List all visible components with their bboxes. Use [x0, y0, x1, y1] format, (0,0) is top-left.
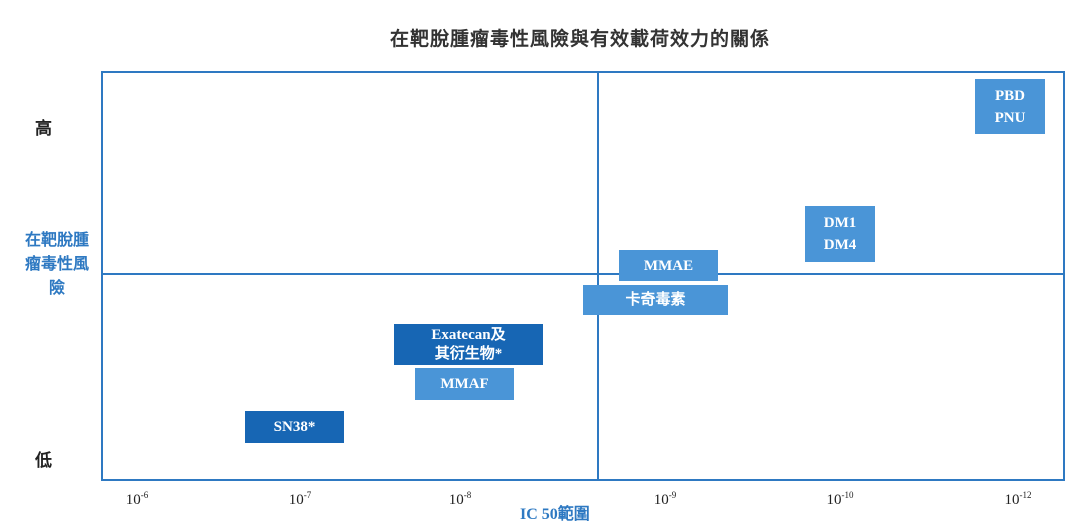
payload-box-pbd-pnu: PBD PNU — [975, 79, 1045, 134]
payload-box-exatecan: Exatecan及 其衍生物* — [394, 324, 543, 365]
y-tick-high: 高 — [35, 119, 52, 139]
payload-label-sn38: SN38* — [273, 419, 316, 435]
x-tick-1e-8: 10-8 — [448, 490, 472, 508]
payload-box-dm1-dm4: DM1 DM4 — [805, 206, 875, 262]
payload-box-calicheamicin: 卡奇毒素 — [583, 285, 728, 315]
payload-box-sn38: SN38* — [245, 411, 344, 443]
x-axis-title: IC 50範圍 — [520, 506, 590, 523]
payload-label-pnu: PNU — [994, 109, 1026, 126]
payload-label-dm4: DM4 — [823, 237, 857, 253]
y-tick-low: 低 — [35, 451, 52, 471]
x-tick-1e-6: 10-6 — [125, 490, 149, 508]
y-axis-title: 在靶脫腫瘤毒性風險 — [24, 230, 89, 297]
x-tick-1e-10: 10-10 — [826, 490, 854, 508]
payload-label-calicheamicin: 卡奇毒素 — [625, 292, 686, 308]
payload-label-exatecan-line1: Exatecan及 — [431, 326, 506, 343]
quadrant-horizontal-divider — [101, 273, 1065, 275]
x-tick-1e-7: 10-7 — [288, 490, 312, 508]
payload-label-dm1: DM1 — [823, 215, 857, 231]
quadrant-vertical-divider — [597, 71, 599, 481]
chart-title: 在靶脫腫瘤毒性風險與有效載荷效力的關係 — [389, 28, 770, 50]
payload-label-pbd: PBD — [995, 87, 1025, 104]
payload-label-mmaf: MMAF — [440, 376, 489, 392]
x-tick-1e-12: 10-12 — [1004, 490, 1032, 508]
plot-frame — [101, 71, 1065, 481]
payload-label-mmae: MMAE — [643, 257, 694, 274]
payload-box-mmaf: MMAF — [415, 368, 514, 400]
x-tick-1e-9: 10-9 — [653, 490, 677, 508]
payload-label-exatecan-line2: 其衍生物* — [434, 345, 503, 362]
payload-box-mmae: MMAE — [619, 250, 718, 281]
